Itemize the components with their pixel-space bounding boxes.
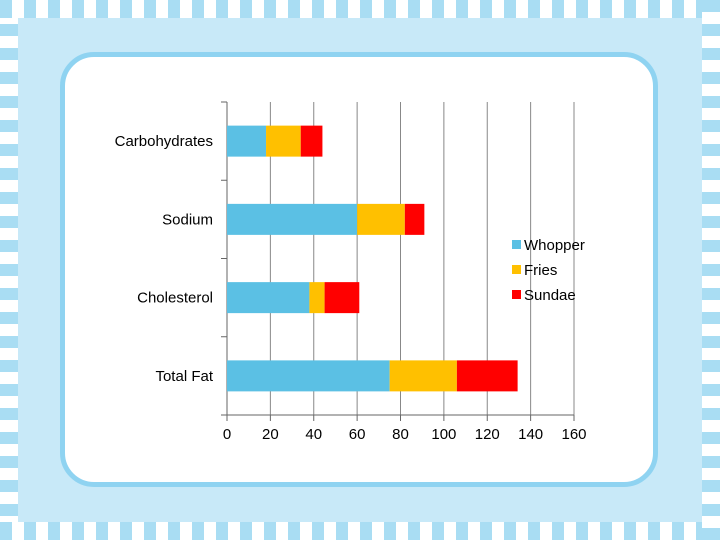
bar-sundae-cholesterol <box>324 282 360 314</box>
right-stripe-border <box>702 0 720 540</box>
bar-sundae-sodium <box>404 203 425 235</box>
bar-sundae-total-fat <box>456 360 518 392</box>
bar-whopper-sodium <box>227 203 358 235</box>
category-labels: Carbohydrates Sodium Cholesterol Total Fat <box>115 133 214 385</box>
bar-fries-cholesterol <box>309 282 325 314</box>
category-label: Sodium <box>162 211 213 228</box>
legend-label: Fries <box>524 262 557 279</box>
legend-swatch-fries <box>512 265 521 274</box>
x-tick-label: 160 <box>561 426 586 443</box>
bars <box>227 125 518 392</box>
x-tick-label: 0 <box>223 426 231 443</box>
bar-fries-total-fat <box>389 360 457 392</box>
bar-whopper-total-fat <box>227 360 390 392</box>
bar-whopper-carbohydrates <box>227 125 267 157</box>
bar-fries-sodium <box>357 203 405 235</box>
bottom-stripe-border <box>0 522 720 540</box>
bar-whopper-cholesterol <box>227 282 310 314</box>
category-label: Total Fat <box>155 368 213 385</box>
legend-label: Whopper <box>524 237 585 254</box>
legend-swatch-whopper <box>512 240 521 249</box>
legend-swatch-sundae <box>512 290 521 299</box>
x-tick-label: 100 <box>431 426 456 443</box>
x-tick-label: 140 <box>518 426 543 443</box>
bar-sundae-carbohydrates <box>300 125 323 157</box>
category-label: Cholesterol <box>137 290 213 307</box>
x-tick-label: 20 <box>262 426 279 443</box>
x-tick-label: 80 <box>392 426 409 443</box>
x-tick-label: 120 <box>475 426 500 443</box>
x-tick-label: 40 <box>305 426 322 443</box>
bar-fries-carbohydrates <box>266 125 301 157</box>
legend-label: Sundae <box>524 287 576 304</box>
category-label: Carbohydrates <box>115 133 213 150</box>
x-tick-label: 60 <box>349 426 366 443</box>
x-tick-labels: 0 20 40 60 80 100 120 140 160 <box>223 426 587 443</box>
legend: Whopper Fries Sundae <box>512 237 585 304</box>
